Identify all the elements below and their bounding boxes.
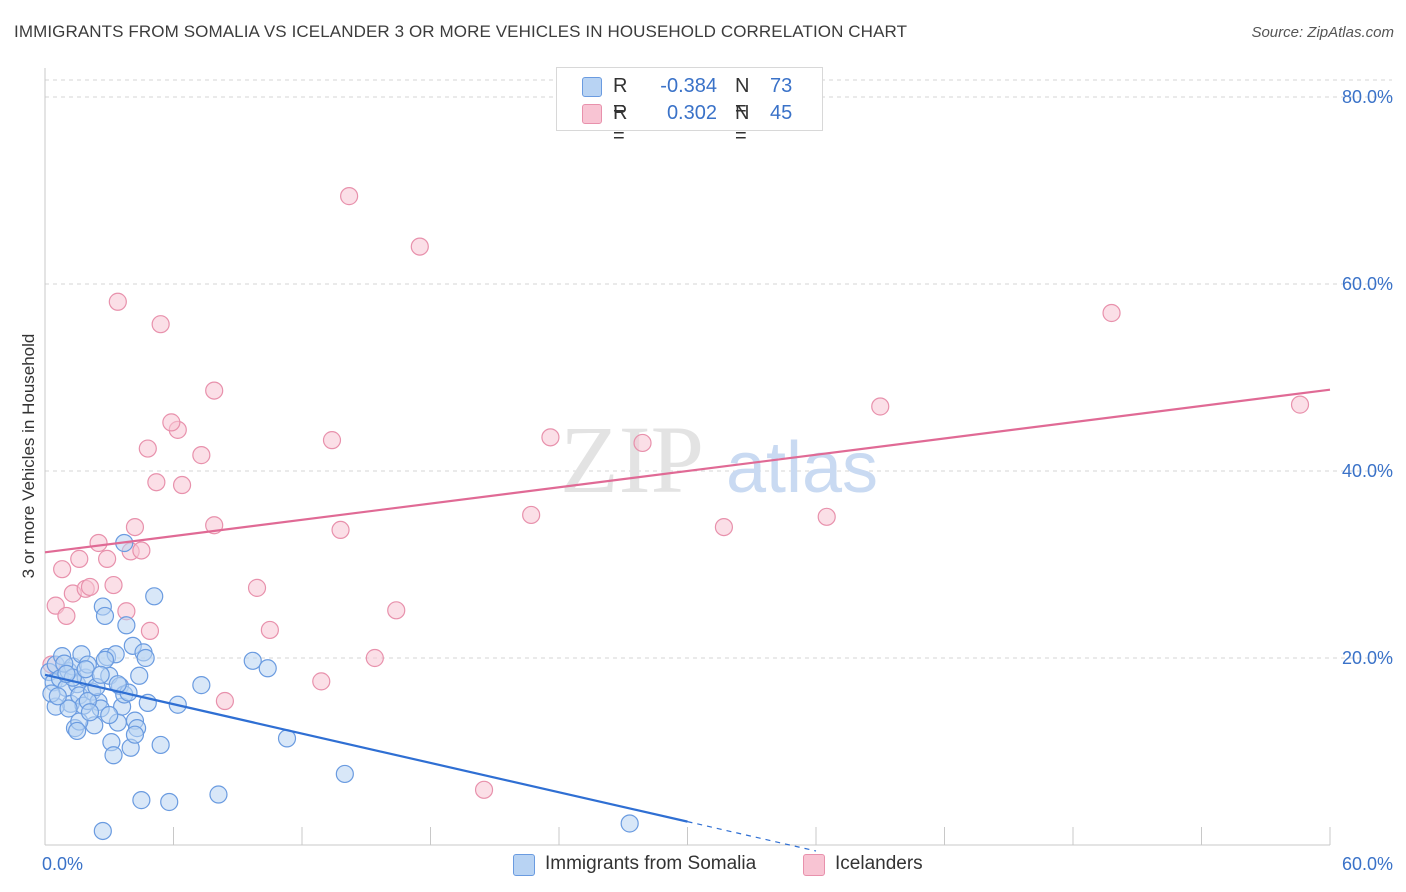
n-label: N = — [735, 102, 750, 147]
icelanders-point — [147, 473, 166, 492]
icelanders-point — [98, 549, 117, 568]
icelanders-point — [57, 606, 76, 626]
somalia-point — [95, 606, 115, 626]
icelanders-point — [260, 620, 279, 640]
r-value: -0.384 — [660, 75, 717, 97]
icelanders-point — [104, 575, 123, 595]
icelanders-point — [247, 578, 267, 597]
icelanders-point — [410, 237, 429, 256]
r-label: R = — [613, 102, 628, 147]
icelanders-point — [108, 292, 127, 311]
bottom-legend-swatch-icelanders — [803, 854, 825, 876]
x-tick-label-max: 60.0% — [1342, 854, 1393, 874]
somalia-point — [335, 764, 354, 784]
axes — [44, 68, 1331, 846]
somalia-point — [108, 675, 127, 694]
icelanders-point — [151, 315, 170, 334]
icelanders-point — [132, 541, 151, 560]
somalia-point — [620, 814, 639, 833]
n-value: 73 — [770, 75, 793, 97]
somalia-point — [59, 699, 78, 718]
bottom-legend-label-somalia: Immigrants from Somalia — [545, 853, 757, 874]
y-tick-label: 20.0% — [1342, 648, 1393, 668]
bottom-legend-label-icelanders: Icelanders — [835, 853, 923, 874]
icelanders-point — [331, 520, 350, 540]
icelanders-point — [192, 446, 211, 465]
y-tick-label: 80.0% — [1342, 87, 1393, 107]
somalia-point — [258, 659, 277, 678]
y-axis-label: 3 or more Vehicles in Household — [19, 334, 38, 579]
icelanders-trendline — [44, 388, 1331, 554]
somalia-point — [145, 587, 164, 606]
somalia-point — [100, 705, 119, 725]
icelanders-point — [1102, 303, 1121, 323]
legend-swatch-icelanders — [582, 104, 602, 124]
icelanders-point — [205, 381, 224, 400]
somalia-point — [91, 665, 110, 684]
somalia-point — [130, 666, 149, 685]
somalia-points — [40, 533, 639, 841]
icelanders-point — [541, 428, 560, 447]
watermark-zip: ZIP — [560, 406, 704, 513]
icelanders-point — [817, 507, 836, 526]
trendlines — [44, 388, 1331, 852]
somalia-point — [117, 616, 136, 635]
icelanders-point — [140, 621, 160, 640]
icelanders-point — [70, 549, 89, 568]
somalia-trendline-extension — [687, 821, 817, 852]
y-tick-label: 60.0% — [1342, 274, 1393, 294]
somalia-point — [243, 651, 262, 670]
somalia-point — [160, 792, 179, 812]
somalia-point — [95, 650, 115, 669]
icelanders-point — [340, 187, 359, 206]
tick-labels: 20.0% 40.0% 60.0% 80.0% 0.0% 60.0% — [42, 87, 1393, 874]
somalia-point — [80, 703, 100, 722]
icelanders-point — [80, 577, 100, 597]
somalia-point — [192, 676, 211, 695]
icelanders-point — [633, 433, 652, 453]
icelanders-point — [53, 560, 72, 579]
somalia-point — [132, 791, 151, 810]
somalia-point — [209, 785, 228, 804]
icelanders-point — [474, 780, 494, 799]
somalia-point — [93, 821, 112, 841]
gridlines — [45, 79, 1392, 659]
icelanders-point — [365, 648, 384, 668]
somalia-point — [125, 725, 145, 744]
icelanders-point — [125, 517, 145, 537]
correlation-legend: R = -0.384 N = 73 R = 0.302 N = 45 — [556, 67, 823, 147]
icelanders-point — [714, 517, 734, 537]
icelanders-point — [522, 505, 541, 525]
somalia-point — [151, 735, 170, 755]
icelanders-point — [89, 533, 108, 553]
n-value: 45 — [770, 102, 793, 124]
r-value: 0.302 — [666, 102, 717, 124]
legend-swatch-somalia — [582, 77, 602, 97]
icelanders-point — [871, 397, 890, 416]
r-label: R = — [613, 75, 628, 120]
icelanders-point — [1290, 395, 1310, 414]
icelanders-point — [215, 691, 234, 711]
chart-title: IMMIGRANTS FROM SOMALIA VS ICELANDER 3 O… — [14, 22, 908, 41]
bottom-legend-swatch-somalia — [513, 854, 535, 876]
n-label: N = — [735, 75, 750, 120]
icelanders-point — [387, 601, 406, 620]
icelanders-point — [312, 672, 331, 691]
somalia-point — [48, 687, 67, 706]
somalia-point — [68, 721, 87, 741]
icelanders-point — [172, 475, 192, 495]
somalia-trendline — [44, 673, 688, 823]
watermark-atlas: atlas — [726, 428, 878, 508]
somalia-point — [104, 746, 123, 765]
source-credit: Source: ZipAtlas.com — [1251, 24, 1394, 41]
icelanders-point — [162, 413, 181, 432]
icelanders-point — [322, 431, 342, 450]
x-tick-label-min: 0.0% — [42, 854, 83, 874]
y-tick-label: 40.0% — [1342, 461, 1393, 481]
somalia-point — [136, 648, 155, 668]
icelanders-point — [138, 439, 157, 458]
